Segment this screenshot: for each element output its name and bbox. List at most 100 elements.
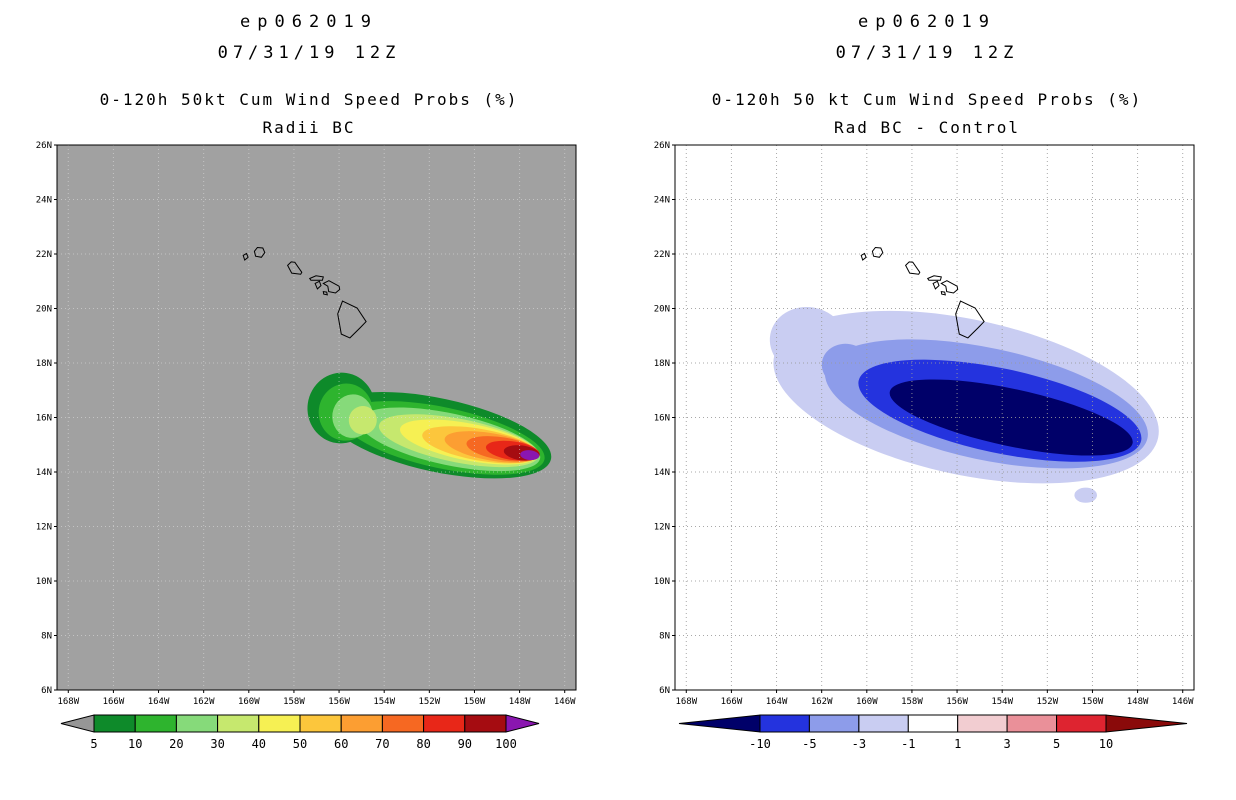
colorbar-cell bbox=[340, 714, 383, 733]
colorbar-label: 3 bbox=[1003, 737, 1010, 751]
lon-tick-label: 150W bbox=[1082, 697, 1104, 707]
island-outline bbox=[940, 280, 959, 294]
lon-tick-label: 168W bbox=[675, 697, 697, 707]
lat-tick-label: 22N bbox=[654, 250, 670, 260]
probability-map: 26N 24N 22N 20N 18N 16N 14N 12N 10N 8N 6N 168W 166W 1… bbox=[36, 141, 577, 707]
colorbar-arrow-left bbox=[60, 714, 95, 733]
lon-tick-label: 164W bbox=[148, 697, 170, 707]
colorbar-cell bbox=[134, 714, 177, 733]
colorbar-label: 30 bbox=[210, 737, 224, 751]
contour-level-100 bbox=[520, 450, 540, 461]
lat-tick-label: 26N bbox=[654, 141, 670, 151]
island-outline bbox=[322, 280, 341, 294]
colorbar-label: 50 bbox=[293, 737, 307, 751]
island-outline bbox=[337, 300, 367, 339]
colorbar-arrow-right bbox=[1105, 714, 1188, 733]
island-outline bbox=[322, 291, 328, 296]
init-time-title: 07/31/19 12Z bbox=[835, 43, 1019, 63]
colorbar-cell bbox=[175, 714, 219, 733]
axis-tick-labels: 26N 24N 22N 20N 18N 16N 14N 12N 10N 8N 6N 168W 166W 1… bbox=[654, 141, 1194, 707]
colorbar-label: 80 bbox=[416, 737, 430, 751]
lon-tick-label: 152W bbox=[418, 697, 440, 707]
lon-tick-label: 160W bbox=[856, 697, 878, 707]
lon-tick-label: 154W bbox=[991, 697, 1013, 707]
lat-tick-label: 20N bbox=[36, 305, 52, 315]
colorbar-label: 5 bbox=[90, 737, 97, 751]
colorbar-label: 10 bbox=[128, 737, 142, 751]
contour-level-30 bbox=[348, 406, 377, 435]
lat-tick-label: 12N bbox=[654, 523, 670, 533]
colorbar-cell bbox=[464, 714, 507, 733]
colorbar-label: 60 bbox=[334, 737, 348, 751]
lon-tick-label: 146W bbox=[554, 697, 576, 707]
colorbar-cell bbox=[381, 714, 425, 733]
island-outline bbox=[955, 300, 985, 339]
storm-id-title: ep062019 bbox=[858, 12, 996, 32]
panel-rad-bc-minus-control: ep062019 07/31/19 12Z 0-120h 50 kt Cum W… bbox=[618, 0, 1236, 800]
lon-tick-label: 152W bbox=[1036, 697, 1058, 707]
colorbar-label: -1 bbox=[901, 737, 915, 751]
lon-tick-label: 158W bbox=[283, 697, 305, 707]
lat-tick-label: 16N bbox=[654, 414, 670, 424]
lat-tick-label: 10N bbox=[654, 577, 670, 587]
lat-tick-label: 8N bbox=[41, 632, 52, 642]
lat-tick-label: 14N bbox=[654, 468, 670, 478]
lon-tick-label: 148W bbox=[509, 697, 531, 707]
island-outline bbox=[286, 261, 303, 275]
colorbar-label: 10 bbox=[1099, 737, 1113, 751]
island-outline bbox=[860, 252, 867, 261]
lat-tick-label: 6N bbox=[659, 686, 670, 696]
colorbar-label: 1 bbox=[954, 737, 961, 751]
colorbar-label: 90 bbox=[458, 737, 472, 751]
contour-fills bbox=[307, 372, 552, 479]
lat-tick-label: 16N bbox=[36, 414, 52, 424]
colorbar-label: 70 bbox=[375, 737, 389, 751]
colorbar-label: -5 bbox=[802, 737, 816, 751]
colorbar-label: 40 bbox=[252, 737, 266, 751]
model-title: Rad BC - Control bbox=[833, 118, 1021, 137]
graticule bbox=[675, 145, 1194, 690]
contour-level--3 bbox=[821, 343, 872, 388]
lon-tick-label: 162W bbox=[193, 697, 215, 707]
colorbar-cell bbox=[759, 714, 810, 733]
axis-tick-labels: 26N 24N 22N 20N 18N 16N 14N 12N 10N 8N 6N 168W 166W 1… bbox=[36, 141, 576, 707]
colorbar-arrow-right bbox=[505, 714, 540, 733]
lat-tick-label: 14N bbox=[36, 468, 52, 478]
lon-tick-label: 148W bbox=[1127, 697, 1149, 707]
colorbar-cell bbox=[423, 714, 466, 733]
model-title: Radii BC bbox=[262, 118, 356, 137]
contour-level--1 bbox=[1074, 487, 1097, 503]
hawaii-coastlines bbox=[242, 246, 367, 339]
lon-tick-label: 156W bbox=[946, 697, 968, 707]
lon-tick-label: 150W bbox=[464, 697, 486, 707]
lat-tick-label: 6N bbox=[41, 686, 52, 696]
island-outline bbox=[926, 275, 942, 281]
lat-tick-label: 24N bbox=[654, 196, 670, 206]
lat-tick-label: 18N bbox=[654, 359, 670, 369]
graticule bbox=[57, 145, 576, 690]
difference-map: 26N 24N 22N 20N 18N 16N 14N 12N 10N 8N 6N 168W 166W 1… bbox=[654, 141, 1195, 707]
colorbar-label: 20 bbox=[169, 737, 183, 751]
island-outline bbox=[932, 280, 940, 290]
lat-tick-label: 12N bbox=[36, 523, 52, 533]
lon-tick-label: 164W bbox=[766, 697, 788, 707]
lon-tick-label: 158W bbox=[901, 697, 923, 707]
colorbar-cell bbox=[93, 714, 136, 733]
product-title: 0-120h 50kt Cum Wind Speed Probs (%) bbox=[99, 90, 519, 109]
lat-tick-label: 22N bbox=[36, 250, 52, 260]
colorbar-label: 5 bbox=[1053, 737, 1060, 751]
colorbar-cell bbox=[1056, 714, 1107, 733]
island-outline bbox=[242, 252, 249, 261]
colorbar-cell bbox=[299, 714, 342, 733]
probability-colorbar: 5 10 20 30 40 50 60 70 80 90 100 bbox=[60, 714, 540, 751]
island-outline bbox=[904, 261, 921, 275]
lat-tick-label: 8N bbox=[659, 632, 670, 642]
colorbar-label: -3 bbox=[852, 737, 866, 751]
storm-id-title: ep062019 bbox=[240, 12, 378, 32]
hawaii-coastlines bbox=[860, 246, 985, 339]
island-outline bbox=[940, 291, 946, 296]
colorbar-cell bbox=[258, 714, 301, 733]
island-outline bbox=[308, 275, 324, 281]
colorbar-cell bbox=[957, 714, 1008, 733]
island-outline bbox=[871, 246, 884, 258]
